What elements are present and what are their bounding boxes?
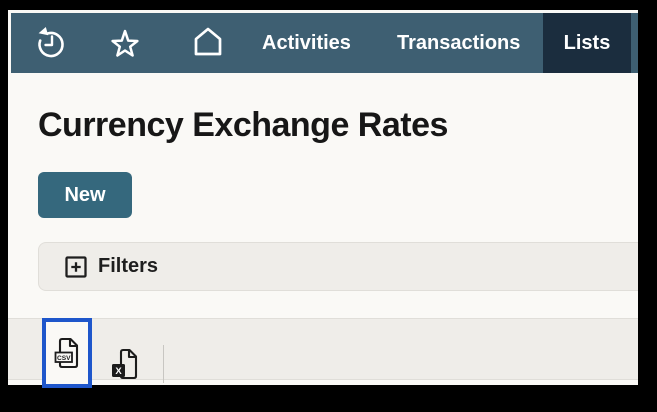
new-button[interactable]: New xyxy=(38,172,132,218)
excel-icon-letter: X xyxy=(115,366,122,377)
csv-icon-letters: CSV xyxy=(57,355,71,362)
top-nav-bar: Activities Transactions Lists xyxy=(11,13,638,73)
plus-square-icon xyxy=(65,255,87,278)
nav-item-activities[interactable]: Activities xyxy=(262,32,351,54)
csv-file-icon: CSV xyxy=(54,337,80,369)
csv-highlight-box: CSV xyxy=(42,318,92,388)
nav-item-transactions[interactable]: Transactions xyxy=(397,32,521,54)
excel-file-icon: X xyxy=(110,348,144,380)
filters-label: Filters xyxy=(98,255,159,277)
page-title: Currency Exchange Rates xyxy=(38,106,448,144)
home-icon[interactable] xyxy=(191,25,225,59)
history-icon[interactable] xyxy=(32,25,68,61)
app-window: Activities Transactions Lists Currency E… xyxy=(8,10,638,385)
star-icon[interactable] xyxy=(106,25,144,63)
toolbar-divider xyxy=(163,345,164,383)
filters-bar[interactable]: Filters xyxy=(38,242,638,291)
export-toolbar: X xyxy=(8,318,638,383)
export-excel-button[interactable]: X xyxy=(110,347,144,381)
export-csv-button[interactable]: CSV xyxy=(54,337,80,369)
nav-item-lists[interactable]: Lists xyxy=(543,13,631,73)
nav-item-lists-label: Lists xyxy=(563,31,611,54)
